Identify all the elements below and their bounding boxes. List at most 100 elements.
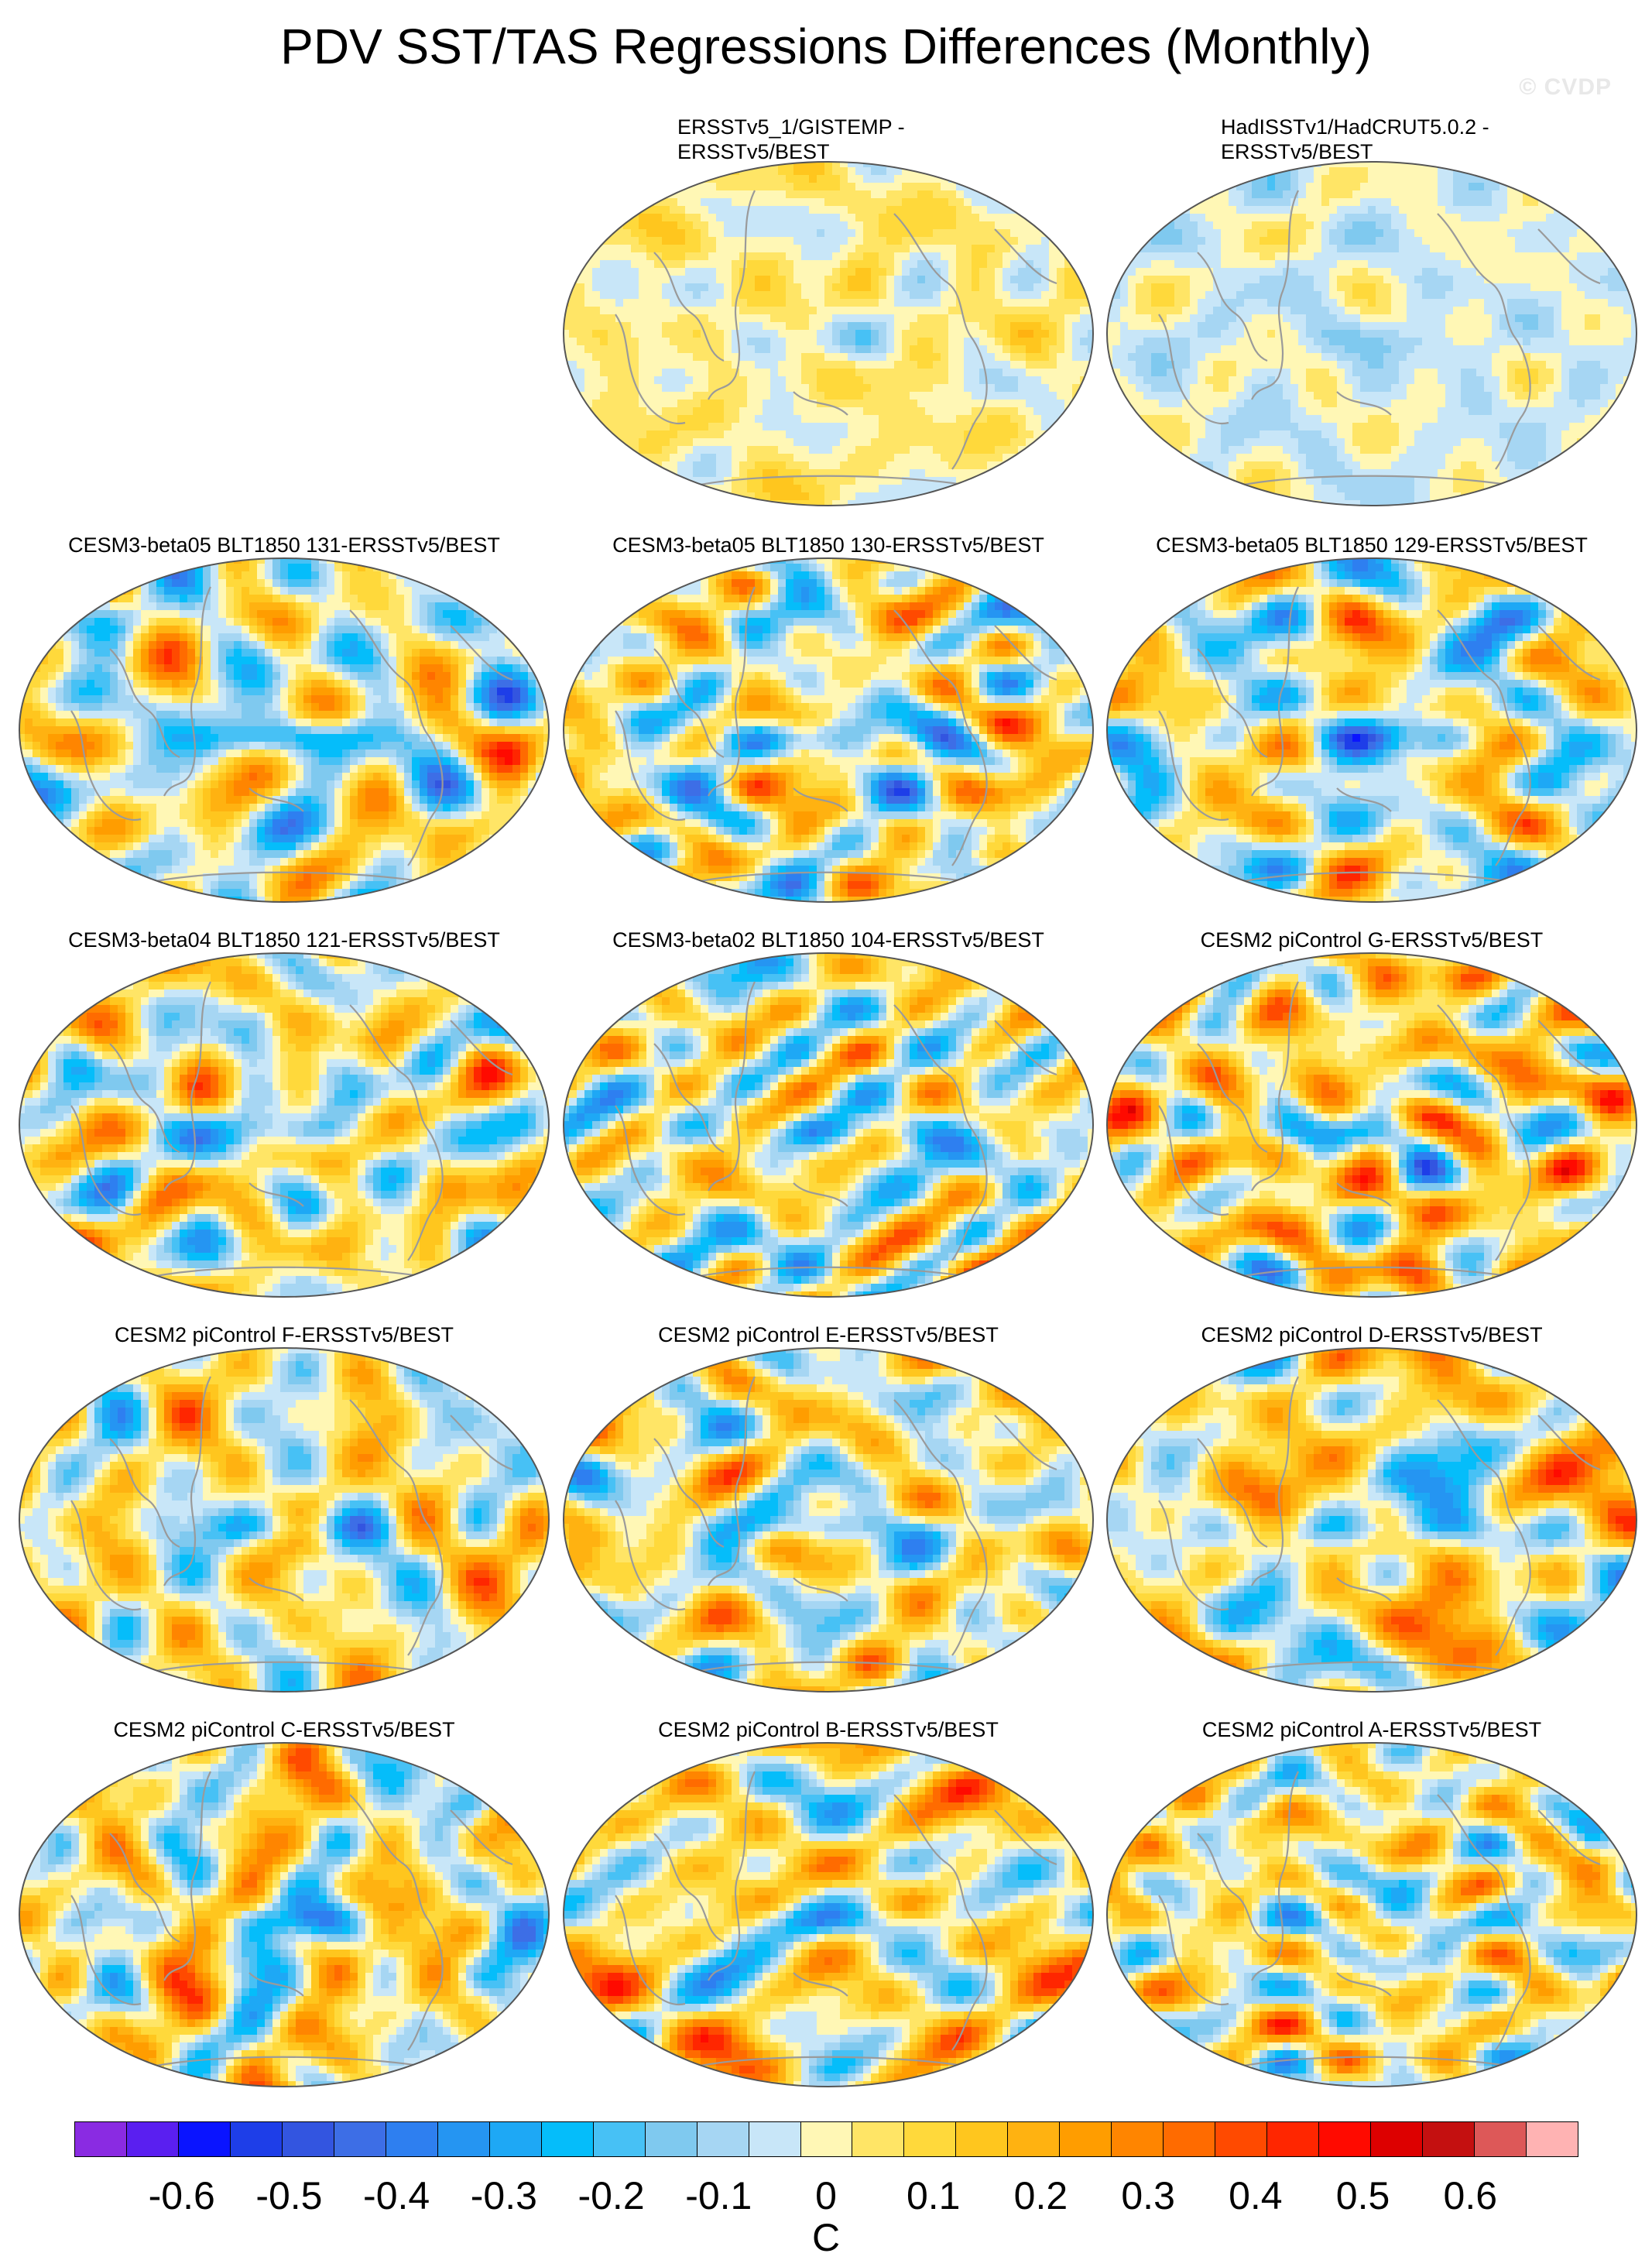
coastline xyxy=(70,1500,142,1611)
robinson-map xyxy=(19,1347,550,1693)
colorbar-tick-label: 0.2 xyxy=(986,2174,1095,2217)
colorbar-swatch xyxy=(1526,2121,1578,2157)
colorbar-tick-label: -0.6 xyxy=(128,2174,236,2217)
coastline xyxy=(163,586,211,797)
coastline xyxy=(994,625,1057,681)
cvdp-watermark: © CVDP xyxy=(1519,74,1612,101)
colorbar-swatch xyxy=(177,2121,231,2157)
map-panel: CESM2 piControl A-ERSSTv5/BEST xyxy=(1105,1717,1639,2104)
colorbar-swatch xyxy=(229,2121,283,2157)
colorbar-tick-label: 0.3 xyxy=(1094,2174,1202,2217)
colorbar-swatch xyxy=(903,2121,957,2157)
colorbar-swatch xyxy=(1059,2121,1112,2157)
colorbar-units: C xyxy=(0,2216,1652,2259)
coastline xyxy=(615,710,686,821)
coastline xyxy=(1158,710,1229,821)
robinson-map xyxy=(1106,557,1637,903)
coastline xyxy=(653,252,725,362)
coastline xyxy=(1251,586,1299,797)
robinson-map xyxy=(19,952,550,1298)
coastline xyxy=(248,1182,304,1207)
colorbar-swatch xyxy=(74,2121,127,2157)
coastline xyxy=(109,1043,180,1154)
coastline xyxy=(109,648,180,759)
map-border xyxy=(19,1742,550,2087)
map-border xyxy=(563,161,1094,506)
coastline xyxy=(1336,391,1392,416)
coastline xyxy=(793,1182,848,1207)
colorbar-tick-label: 0.1 xyxy=(879,2174,988,2217)
colorbar-swatch xyxy=(748,2121,801,2157)
map-panel: CESM2 piControl D-ERSSTv5/BEST xyxy=(1105,1322,1639,1710)
map-panel-title: CESM3-beta05 BLT1850 129-ERSSTv5/BEST xyxy=(1105,533,1639,557)
colorbar-tick-label: 0.6 xyxy=(1416,2174,1524,2217)
coastline xyxy=(349,1399,444,1656)
coastline xyxy=(1537,1020,1601,1076)
coastline xyxy=(994,1809,1057,1866)
coastline xyxy=(700,475,965,486)
coastline xyxy=(708,1376,756,1586)
colorbar-swatch xyxy=(955,2121,1009,2157)
map-border xyxy=(563,1347,1094,1693)
coastline xyxy=(70,1105,142,1216)
coastline xyxy=(793,391,848,416)
robinson-map xyxy=(19,1742,550,2087)
map-border xyxy=(19,952,550,1298)
coastline xyxy=(109,1833,180,1943)
coastline xyxy=(793,787,848,812)
coastline xyxy=(1537,625,1601,681)
map-panel-title: CESM3-beta05 BLT1850 130-ERSSTv5/BEST xyxy=(561,533,1095,557)
coastline xyxy=(1158,1105,1229,1216)
map-panel: CESM2 piControl C-ERSSTv5/BEST xyxy=(17,1717,551,2104)
coastline xyxy=(450,625,513,681)
coastline xyxy=(1197,1043,1268,1154)
robinson-map xyxy=(1106,161,1637,506)
coastline xyxy=(893,1794,988,2051)
colorbar-swatch xyxy=(125,2121,179,2157)
map-border xyxy=(19,1347,550,1693)
coastline xyxy=(653,648,725,759)
colorbar-swatch xyxy=(1370,2121,1424,2157)
coastline xyxy=(163,1376,211,1586)
map-border xyxy=(563,557,1094,903)
coastline xyxy=(793,1577,848,1602)
colorbar-swatch xyxy=(592,2121,646,2157)
coastline xyxy=(163,981,211,1192)
coastline xyxy=(994,1020,1057,1076)
colorbar-swatch xyxy=(437,2121,490,2157)
colorbar-swatch xyxy=(644,2121,697,2157)
map-border xyxy=(1106,161,1637,506)
colorbar-swatch xyxy=(333,2121,386,2157)
coastline xyxy=(1243,871,1508,883)
map-border xyxy=(1106,952,1637,1298)
coastline xyxy=(163,1771,211,1981)
map-panel-title: CESM2 piControl E-ERSSTv5/BEST xyxy=(561,1322,1095,1347)
colorbar-tick-label: -0.3 xyxy=(450,2174,558,2217)
robinson-map xyxy=(1106,952,1637,1298)
coastline xyxy=(708,190,756,400)
coastline xyxy=(1437,609,1531,866)
colorbar-swatch xyxy=(852,2121,905,2157)
coastline xyxy=(1243,475,1508,486)
map-panel-title: CESM2 piControl G-ERSSTv5/BEST xyxy=(1105,928,1639,952)
map-panel: CESM2 piControl E-ERSSTv5/BEST xyxy=(561,1322,1095,1710)
coastline xyxy=(893,1399,988,1656)
coastline xyxy=(1158,314,1229,425)
coastline xyxy=(70,1895,142,2006)
coastline xyxy=(156,871,420,883)
robinson-map xyxy=(1106,1742,1637,2087)
colorbar-tick-label: 0.4 xyxy=(1201,2174,1310,2217)
coastline xyxy=(1336,1182,1392,1207)
map-panel-title: HadISSTv1/HadCRUT5.0.2 - ERSSTv5/BEST xyxy=(1105,115,1639,164)
colorbar-swatch xyxy=(1422,2121,1475,2157)
coastline xyxy=(70,710,142,821)
colorbar-swatch xyxy=(696,2121,749,2157)
colorbar-swatch xyxy=(1266,2121,1320,2157)
map-panel: CESM2 piControl G-ERSSTv5/BEST xyxy=(1105,928,1639,1315)
coastline xyxy=(248,787,304,812)
coastline xyxy=(700,1661,965,1672)
coastline xyxy=(349,1794,444,2051)
coastline xyxy=(1158,1895,1229,2006)
coastline xyxy=(1197,252,1268,362)
coastline xyxy=(450,1809,513,1866)
